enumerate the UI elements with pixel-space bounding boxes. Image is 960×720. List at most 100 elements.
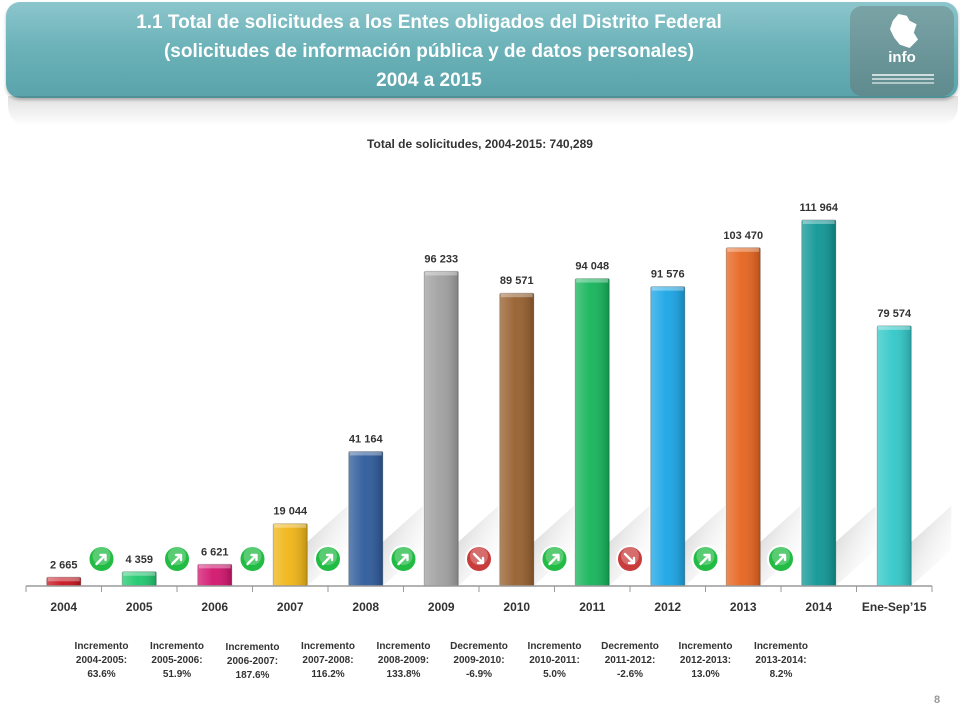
change-caption: Incremento 2006-2007: 187.6% [213, 641, 293, 683]
bar-group: 19 044 [272, 506, 308, 587]
bar-group: 103 470 [723, 230, 763, 587]
change-caption-line1: Decremento [601, 641, 659, 652]
bar-highlight [425, 271, 458, 276]
bar-gloss [197, 564, 232, 586]
increase-arrow-icon [389, 545, 418, 573]
change-caption-line2: 2005-2006: [151, 655, 203, 666]
change-caption-line1: Incremento [527, 641, 582, 652]
increase-arrow-icon [163, 545, 191, 573]
bar-shadow [835, 506, 876, 586]
x-tick-label: 2011 [579, 600, 605, 614]
change-caption-line2: 2004-2005: [75, 655, 128, 666]
bar-gloss [122, 571, 157, 586]
change-caption-line3: -2.6% [616, 669, 644, 680]
change-caption-line2: 2006-2007: [226, 656, 279, 667]
title-line-2: (solicitudes de información pública y de… [163, 41, 694, 62]
change-caption-line2: 2010-2011: [529, 655, 580, 666]
change-caption: Decremento 2009-2010: -6.9% [439, 640, 519, 682]
bar-group: 94 048 [574, 261, 610, 587]
bar-group: 111 964 [799, 202, 839, 587]
bar-value-label: 89 571 [500, 275, 534, 287]
bar-highlight [47, 577, 80, 582]
bar-gloss [575, 278, 610, 586]
bar-highlight [727, 247, 760, 252]
bar-highlight [576, 278, 609, 283]
change-caption-line1: Incremento [678, 641, 733, 652]
change-caption: Incremento 2008-2009: 133.8% [364, 640, 444, 682]
change-caption-line3: 116.2% [311, 669, 345, 680]
change-caption: Incremento 2012-2013: 13.0% [666, 640, 746, 682]
bar-gloss [877, 325, 912, 586]
x-tick-label: 2007 [277, 600, 304, 614]
bar-highlight [651, 286, 684, 291]
increase-arrow-icon [540, 545, 569, 573]
change-caption-line2: 2012-2013: [679, 655, 732, 666]
bar-gloss [499, 293, 534, 586]
bar-gloss [424, 271, 459, 586]
increase-arrow-icon [314, 545, 342, 573]
infodf-logo: info [850, 6, 954, 96]
increase-arrow-icon [767, 545, 795, 573]
bar-gloss [801, 220, 836, 586]
increase-arrow-icon [87, 545, 116, 573]
change-caption-line3: 187.6% [235, 670, 270, 681]
chart-title: Total de solicitudes, 2004-2015: 740,289 [367, 137, 593, 151]
bar-value-label: 79 574 [877, 308, 912, 320]
decrease-arrow-icon [616, 545, 644, 573]
change-caption-line3: 13.0% [691, 669, 720, 680]
title-banner: 1.1 Total de solicitudes a los Entes obl… [6, 2, 958, 98]
change-caption: Incremento 2005-2006: 51.9% [137, 640, 217, 682]
bar-value-label: 41 164 [349, 433, 384, 445]
bar-gloss [348, 451, 383, 586]
change-caption-line1: Incremento [225, 642, 280, 653]
change-caption-line3: 8.2% [769, 669, 793, 680]
x-tick-label: 2013 [730, 600, 757, 614]
change-caption-line2: 2009-2010: [453, 655, 505, 666]
bar-group: 89 571 [499, 275, 535, 587]
bar-group: 91 576 [650, 269, 686, 587]
bar-value-label: 4 359 [125, 554, 153, 566]
x-tick-label: 2012 [654, 600, 681, 614]
title-line-1: 1.1 Total de solicitudes a los Entes obl… [136, 12, 722, 33]
page-number: 8 [934, 694, 941, 706]
bar-value-label: 19 044 [273, 506, 308, 518]
change-caption-line1: Incremento [301, 641, 355, 652]
bar-group: 96 233 [423, 253, 459, 587]
change-caption: Incremento 2004-2005: 63.6% [62, 640, 142, 682]
bar-highlight [198, 564, 231, 569]
bar-highlight [802, 220, 835, 224]
change-caption-line1: Incremento [74, 641, 129, 652]
title-line-3: 2004 a 2015 [376, 70, 482, 91]
change-caption-line1: Incremento [754, 641, 808, 652]
change-caption: Incremento 2007-2008: 116.2% [288, 640, 368, 682]
bar-highlight [878, 325, 911, 330]
banner-shadow [8, 96, 958, 126]
x-tick-label: 2014 [805, 600, 832, 614]
change-caption-line3: 5.0% [543, 669, 566, 680]
logo-text: info [888, 49, 916, 66]
change-caption-line1: Incremento [376, 641, 431, 652]
change-caption-line2: 2013-2014: [755, 655, 807, 666]
change-caption: Incremento 2010-2011: 5.0% [515, 640, 595, 682]
x-tick-label: 2004 [50, 600, 77, 614]
change-caption-line3: 63.6% [87, 669, 116, 680]
x-tick-label: 2008 [352, 600, 379, 614]
change-caption-line3: 51.9% [162, 669, 192, 680]
bar-highlight [123, 571, 156, 576]
bar-shadow [911, 506, 952, 586]
bar-value-label: 94 048 [575, 261, 609, 273]
change-caption: Incremento 2013-2014: 8.2% [741, 640, 821, 682]
bar-gloss [273, 523, 308, 586]
bar-group: 41 164 [348, 433, 384, 587]
bar-gloss [726, 247, 761, 586]
bar-value-label: 96 233 [424, 253, 458, 265]
bar-value-label: 111 964 [799, 202, 838, 214]
bar-group: 4 359 [121, 554, 157, 587]
change-caption-line1: Decremento [450, 641, 508, 652]
bar-value-label: 2 665 [50, 559, 78, 571]
bar-highlight [500, 293, 533, 298]
x-tick-label: Ene-Sep’15 [862, 600, 927, 614]
change-caption-line1: Incremento [150, 641, 204, 652]
bar-group: 6 621 [197, 546, 233, 587]
